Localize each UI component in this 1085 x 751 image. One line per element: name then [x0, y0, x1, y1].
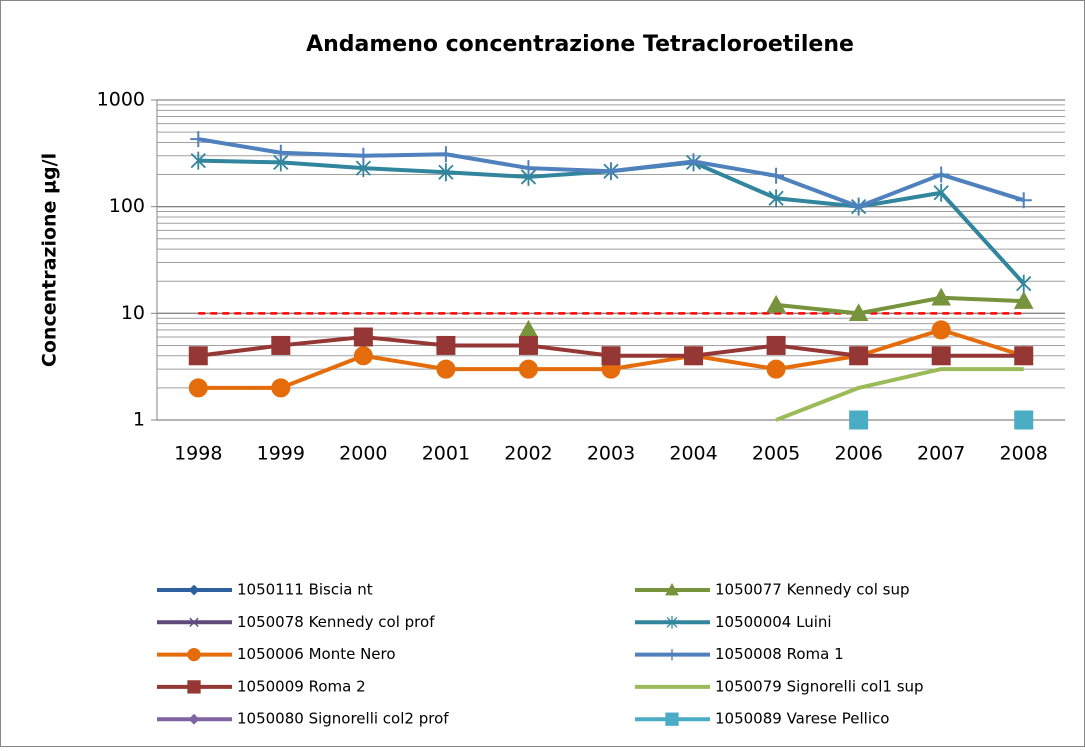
marker	[1016, 274, 1032, 293]
x-tick-label: 2000	[339, 443, 387, 465]
marker	[518, 335, 538, 355]
legend-marker	[666, 615, 678, 629]
marker	[353, 346, 373, 366]
legend-label: 1050009 Roma 2	[237, 677, 366, 695]
marker	[436, 359, 456, 379]
legend-marker	[189, 617, 199, 627]
marker	[437, 146, 454, 163]
marker	[1013, 291, 1034, 309]
x-tick-label: 2005	[752, 443, 800, 465]
legend-label: 1050080 Signorelli col2 prof	[237, 710, 449, 728]
legend-marker	[187, 680, 201, 694]
marker	[849, 346, 869, 366]
x-tick-label: 2007	[917, 443, 965, 465]
legend-marker	[666, 648, 678, 661]
marker	[1014, 346, 1034, 366]
marker	[601, 346, 621, 366]
legend-label: 1050008 Roma 1	[715, 645, 844, 663]
x-tick-label: 2004	[669, 443, 717, 465]
marker	[353, 327, 373, 347]
series-line	[775, 367, 1024, 422]
legend-label: 1050006 Monte Nero	[237, 645, 396, 663]
legend-label: 1050111 Biscia nt	[237, 581, 373, 599]
marker	[933, 166, 950, 183]
marker	[931, 346, 951, 366]
y-axis-label: Concentrazione µg/l	[39, 153, 61, 367]
marker	[685, 153, 702, 170]
legend-label: 1050077 Kennedy col sup	[715, 581, 910, 599]
legend-marker	[188, 584, 200, 596]
marker	[1014, 410, 1034, 430]
marker	[520, 160, 537, 177]
x-tick-label: 2006	[834, 443, 882, 465]
marker	[436, 335, 456, 355]
legend-marker	[188, 713, 200, 725]
marker	[766, 335, 786, 355]
legend-marker	[187, 647, 201, 662]
x-tick-label: 2002	[504, 443, 552, 465]
x-tick-label: 1999	[257, 443, 305, 465]
marker	[931, 320, 951, 340]
marker	[518, 359, 538, 379]
x-tick-label: 2008	[1000, 443, 1048, 465]
legend-marker	[665, 712, 679, 726]
marker	[603, 163, 619, 180]
marker	[271, 378, 291, 398]
marker	[190, 151, 206, 170]
y-tick-label: 1	[133, 409, 145, 431]
legend-label: 1050079 Signorelli col1 sup	[715, 677, 924, 695]
marker	[1015, 192, 1032, 209]
marker	[768, 167, 785, 184]
marker	[766, 359, 786, 379]
marker	[766, 294, 786, 313]
y-tick-label: 100	[109, 195, 145, 217]
series-line	[775, 295, 1024, 316]
legend-label: 10500004 Luini	[715, 613, 832, 631]
marker	[188, 346, 208, 366]
legend-label: 1050089 Varese Pellico	[715, 710, 889, 728]
marker	[848, 303, 869, 322]
chart-title: Andameno concentrazione Tetracloroetilen…	[306, 32, 854, 57]
legend-marker	[665, 582, 679, 596]
x-tick-label: 2001	[422, 443, 470, 465]
x-tick-label: 1998	[174, 443, 222, 465]
marker	[272, 144, 289, 161]
marker	[190, 131, 207, 148]
marker	[849, 410, 869, 430]
legend-label: 1050078 Kennedy col prof	[237, 613, 435, 631]
marker	[933, 183, 949, 202]
marker	[188, 378, 208, 398]
marker	[684, 346, 704, 366]
y-tick-label: 1000	[97, 89, 145, 111]
marker	[850, 198, 867, 215]
marker	[271, 335, 291, 355]
marker	[768, 189, 784, 208]
y-tick-label: 10	[121, 302, 145, 324]
marker	[355, 147, 372, 164]
x-tick-label: 2003	[587, 443, 635, 465]
marker	[931, 287, 952, 306]
marker	[438, 163, 454, 182]
